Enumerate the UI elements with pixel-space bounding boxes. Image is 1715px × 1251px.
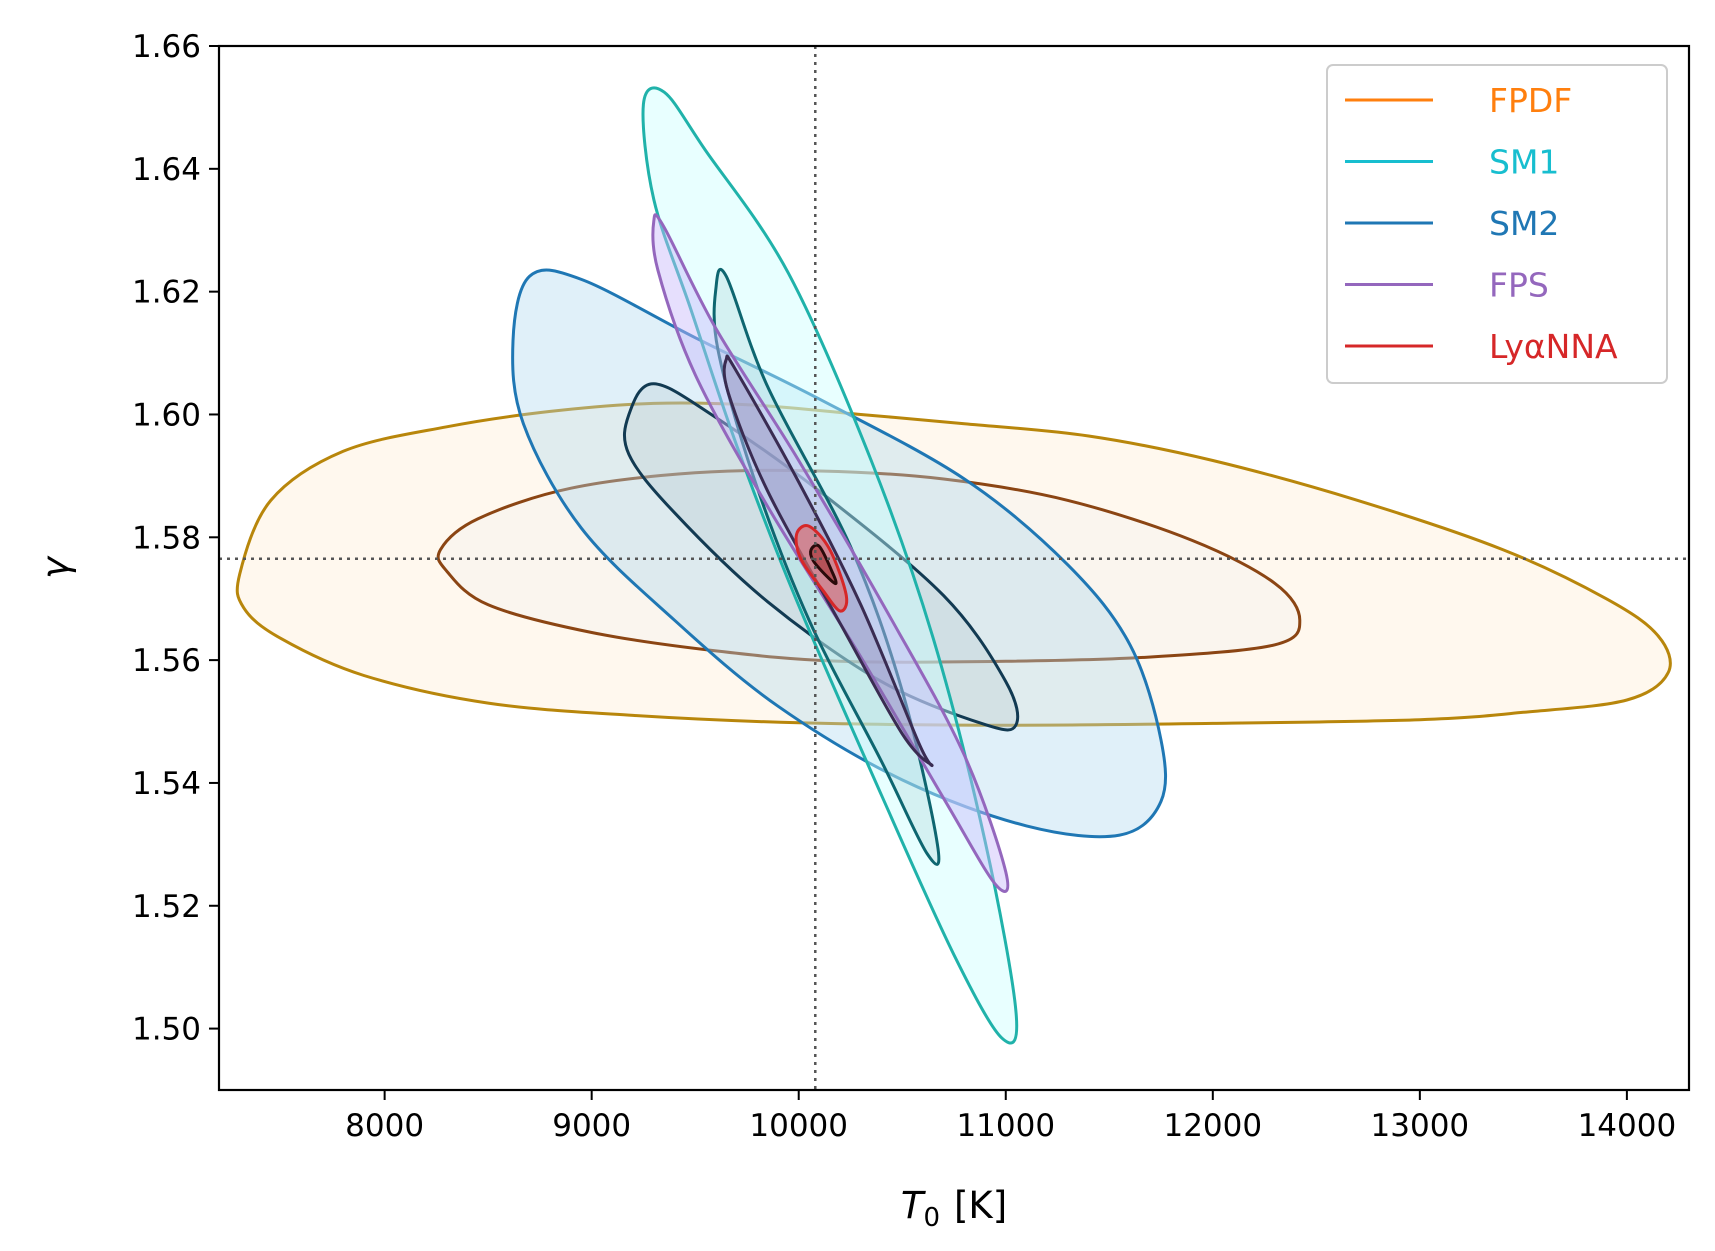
legend-label-lynna: LyαNNA [1489,327,1618,366]
x-axis: 8000 9000 10000 11000 12000 13000 14000 [345,1090,1676,1144]
y-axis: 1.50 1.52 1.54 1.56 1.58 1.60 1.62 1.64 1.66 [132,29,219,1048]
contour-layer [235,86,1672,1045]
y-tick-label: 1.54 [132,766,201,802]
y-tick-label: 1.64 [132,152,201,188]
x-tick-label: 10000 [749,1108,848,1144]
legend-label-fps: FPS [1489,266,1549,305]
plot-frame [217,44,1691,1092]
x-tick-label: 13000 [1371,1108,1470,1144]
y-tick-label: 1.62 [132,275,201,311]
y-tick-label: 1.58 [132,520,201,556]
legend-label-fpdf: FPDF [1489,81,1572,120]
contour-fpdf-68pct [436,468,1302,664]
x-tick-label: 14000 [1578,1108,1677,1144]
legend-label-sm2: SM2 [1489,204,1559,243]
legend: FPDF SM1 SM2 FPS LyαNNA [1326,64,1668,384]
x-tick-label: 9000 [552,1108,631,1144]
legend-label-sm1: SM1 [1489,143,1559,182]
x-tick-label: 11000 [956,1108,1055,1144]
y-axis-label: γ [34,555,77,579]
y-tick-label: 1.60 [132,397,201,433]
truth-lines [219,46,1689,1090]
legend-box [1326,64,1668,384]
contour-lynna-68pct [809,543,838,586]
x-tick-label: 8000 [345,1108,424,1144]
y-tick-label: 1.52 [132,889,201,925]
x-axis-label: T0 [K] [901,1184,1007,1233]
x-tick-label: 12000 [1163,1108,1262,1144]
y-tick-label: 1.50 [132,1012,201,1048]
contour-sm2-95pct [511,268,1168,839]
y-tick-label: 1.56 [132,643,201,679]
y-tick-label: 1.66 [132,29,201,65]
